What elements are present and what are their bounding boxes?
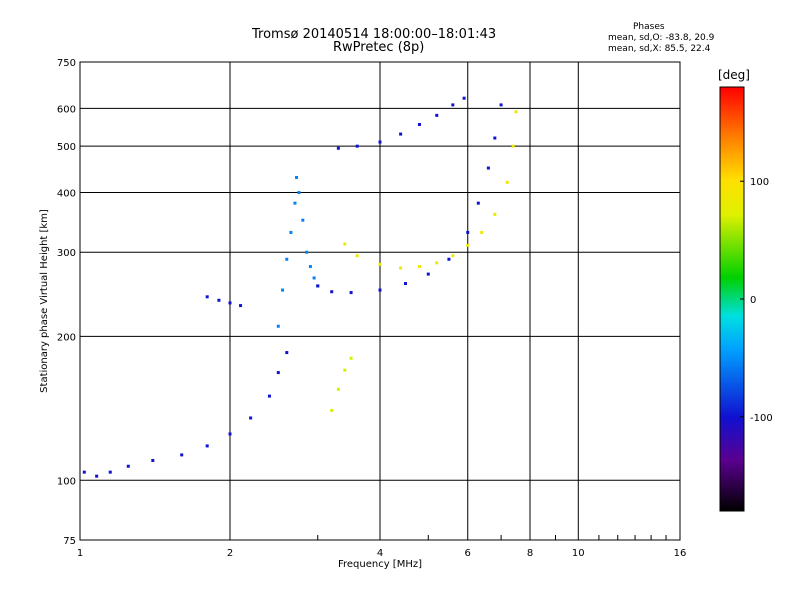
data-point — [336, 146, 340, 150]
data-point — [217, 298, 221, 302]
data-point — [330, 408, 334, 412]
data-point — [205, 295, 209, 299]
data-point — [295, 175, 299, 179]
data-point — [316, 284, 320, 288]
data-point — [426, 272, 430, 276]
data-point — [499, 103, 503, 107]
data-point — [378, 262, 382, 266]
data-point — [239, 304, 243, 308]
data-point — [403, 282, 407, 286]
y-tick-label: 750 — [57, 58, 76, 69]
chart-subtitle: RwPretec (8p) — [333, 40, 425, 55]
y-axis-label: Stationary phase Virtual Height [km] — [39, 209, 50, 393]
x-tick-label: 4 — [377, 548, 383, 559]
data-point — [451, 254, 455, 258]
y-tick-label: 500 — [57, 142, 76, 153]
plot-frame — [79, 61, 681, 541]
data-point — [349, 291, 353, 295]
data-point — [276, 371, 280, 375]
data-point — [289, 230, 293, 234]
x-tick-label: 1 — [77, 548, 83, 559]
data-point — [82, 470, 86, 474]
data-point — [276, 324, 280, 328]
colorbar-unit-label: [deg] — [718, 68, 750, 82]
data-point — [126, 464, 130, 468]
x-tick-label: 10 — [572, 548, 585, 559]
data-point — [267, 394, 271, 398]
data-point — [480, 230, 484, 234]
data-point — [343, 368, 347, 372]
data-point — [466, 243, 470, 247]
data-point — [249, 416, 253, 420]
data-point — [343, 242, 347, 246]
phase-stats-o: mean, sd,O: -83.8, 20.9 — [608, 33, 715, 43]
data-point — [151, 458, 155, 462]
y-tick-label: 100 — [57, 476, 76, 487]
data-points — [82, 96, 518, 478]
data-point — [476, 201, 480, 205]
data-point — [435, 113, 439, 117]
data-point — [330, 290, 334, 294]
data-point — [493, 212, 497, 216]
phase-stats-heading: Phases — [633, 22, 665, 32]
data-point — [180, 453, 184, 457]
data-point — [228, 301, 232, 305]
y-tick-label: 400 — [57, 188, 76, 199]
data-point — [308, 265, 312, 269]
data-point — [466, 230, 470, 234]
data-point — [205, 444, 209, 448]
data-point — [305, 250, 309, 254]
y-tick-label: 75 — [63, 536, 76, 547]
x-tick-label: 6 — [465, 548, 471, 559]
x-tick-label: 16 — [674, 548, 687, 559]
data-point — [95, 474, 99, 478]
colorbar-tick-label: -100 — [750, 413, 773, 424]
data-point — [417, 265, 421, 269]
data-point — [505, 180, 509, 184]
grid-lines — [80, 62, 680, 540]
data-point — [285, 351, 289, 355]
x-axis-label: Frequency [MHz] — [338, 559, 422, 570]
data-point — [312, 276, 316, 280]
data-point — [511, 144, 515, 148]
data-point — [301, 218, 305, 222]
y-tick-label: 300 — [57, 248, 76, 259]
data-point — [281, 288, 285, 292]
data-point — [108, 470, 112, 474]
data-point — [378, 140, 382, 144]
data-point — [451, 103, 455, 107]
data-point — [349, 356, 353, 360]
data-point — [297, 190, 301, 194]
x-tick-label: 2 — [227, 548, 233, 559]
axis-ticks: 1 2 4 6 8 10 16 75 100 200 300 400 500 600 750 — [57, 58, 686, 559]
data-point — [493, 136, 497, 140]
data-point — [399, 266, 403, 270]
data-point — [355, 144, 359, 148]
y-tick-label: 600 — [57, 104, 76, 115]
data-point — [399, 132, 403, 136]
data-point — [462, 96, 466, 100]
data-point — [293, 201, 297, 205]
data-point — [378, 288, 382, 292]
data-point — [228, 432, 232, 436]
chart-title: Tromsø 20140514 18:00:00–18:01:43 — [252, 27, 497, 42]
x-tick-label: 8 — [527, 548, 533, 559]
colorbar-tick-label: 0 — [750, 295, 756, 306]
phase-stats-x: mean, sd,X: 85.5, 22.4 — [608, 44, 711, 54]
data-point — [336, 387, 340, 391]
data-point — [447, 257, 451, 261]
data-point — [486, 166, 490, 170]
data-point — [417, 123, 421, 127]
data-point — [285, 257, 289, 261]
data-point — [435, 261, 439, 265]
colorbar-tick-label: 100 — [750, 177, 769, 188]
data-point — [514, 110, 518, 114]
y-tick-label: 200 — [57, 332, 76, 343]
data-point — [355, 254, 359, 258]
colorbar-ticks: 100 0 -100 — [740, 177, 773, 424]
